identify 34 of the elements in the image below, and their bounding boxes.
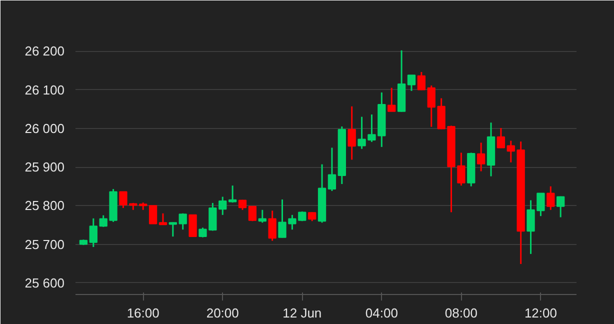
- candlestick: [248, 206, 257, 222]
- candlestick: [148, 205, 158, 224]
- candlestick: [188, 214, 197, 238]
- candlestick: [238, 199, 247, 211]
- x-tick-label: 08:00: [444, 306, 478, 320]
- candlestick: [258, 209, 266, 224]
- candlestick: [556, 196, 565, 218]
- candlestick: [348, 106, 356, 160]
- x-tick-label: 16:00: [126, 306, 160, 320]
- x-tick-label: 12:00: [524, 306, 557, 320]
- y-tick-label: 26 100: [24, 82, 65, 98]
- x-tick-label: 12 Jun: [282, 306, 322, 320]
- candlestick: [546, 186, 555, 211]
- candlestick: [506, 140, 515, 164]
- y-tick-label: 25 700: [24, 236, 65, 252]
- candlestick: [168, 222, 177, 238]
- x-tick-label: 20:00: [206, 306, 239, 320]
- candlestick: [228, 184, 237, 204]
- x-tick-label: 04:00: [365, 306, 398, 320]
- candlestick: [407, 74, 416, 92]
- y-tick-label: 25 800: [24, 198, 65, 214]
- y-tick-label: 25 900: [24, 160, 65, 175]
- y-tick-label: 26 000: [24, 120, 65, 136]
- candlestick: [158, 212, 168, 226]
- candlestick: [178, 212, 187, 230]
- candlestick: [476, 142, 486, 172]
- candlestick: [268, 210, 276, 242]
- candlestick: [417, 71, 426, 91]
- y-tick-label: 25 600: [24, 275, 65, 290]
- candlestick: [496, 127, 506, 149]
- candlestick: [328, 146, 336, 192]
- candlestick: [89, 218, 98, 248]
- y-tick-label: 26 200: [24, 44, 65, 59]
- candlestick: [388, 87, 396, 112]
